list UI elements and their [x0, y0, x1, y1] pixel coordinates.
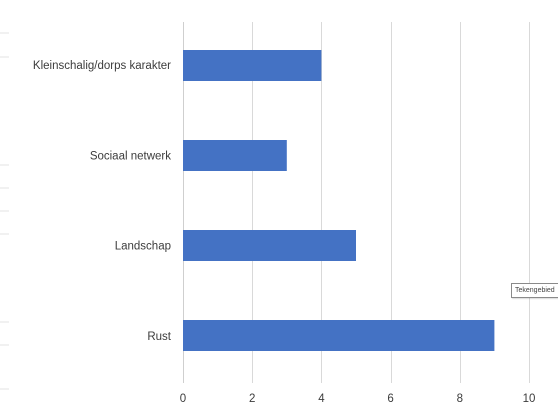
- bars: [183, 50, 495, 351]
- bar-kleinschalig-dorps-karakter[interactable]: [183, 50, 322, 81]
- tooltip: Tekengebied: [511, 283, 558, 298]
- x-tick-label: 10: [523, 393, 536, 405]
- x-tick-label: 8: [457, 393, 463, 405]
- x-tick-label: 4: [318, 393, 325, 405]
- category-label: Rust: [147, 331, 171, 343]
- category-label: Kleinschalig/dorps karakter: [33, 60, 171, 72]
- category-label: Sociaal netwerk: [90, 150, 171, 162]
- x-tick-label: 2: [249, 393, 255, 405]
- x-tick-label: 6: [387, 393, 393, 405]
- bar-sociaal-netwerk[interactable]: [183, 140, 287, 171]
- chart-left-edge: [0, 32, 9, 390]
- category-labels: Kleinschalig/dorps karakter Sociaal netwe…: [33, 60, 172, 343]
- category-label: Landschap: [115, 241, 171, 253]
- x-tick-label: 0: [180, 393, 186, 405]
- x-axis-tick-labels: 0 2 4 6 8 10: [180, 393, 536, 405]
- bar-landschap[interactable]: [183, 230, 356, 261]
- bar-rust[interactable]: [183, 320, 495, 351]
